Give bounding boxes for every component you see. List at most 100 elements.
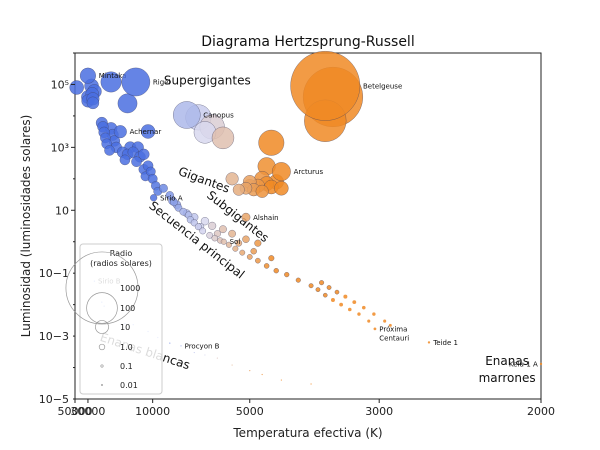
star-point <box>319 280 325 286</box>
star-point <box>140 124 156 139</box>
legend-marker <box>86 292 118 324</box>
y-tick-label: 10³ <box>51 141 69 154</box>
plot-frame <box>74 52 542 400</box>
star-point <box>268 255 275 262</box>
region-label: marrones <box>479 371 536 385</box>
legend-title: Radio (radios solares) <box>90 249 152 268</box>
legend-marker <box>65 251 139 325</box>
y-tick-label: 10⁵ <box>51 78 69 91</box>
named-star-point <box>290 50 361 121</box>
star-point <box>280 379 282 381</box>
star-label: Achernar <box>130 128 162 136</box>
star-label-line: Centauri <box>379 334 409 342</box>
legend-marker <box>101 384 103 386</box>
named-stars: Mintaka Rigel Betelgeuse Canopus Achernar Arc… <box>79 50 543 369</box>
star-point <box>169 198 178 207</box>
star-point <box>235 239 243 247</box>
star-label: Mintaka <box>99 72 127 80</box>
star-point <box>231 364 233 366</box>
named-star-point <box>220 238 227 245</box>
star-point <box>263 263 270 269</box>
star-label-line: Teide 1 <box>432 339 458 347</box>
star-label-line: Alshain <box>253 214 279 222</box>
x-tick-label: 3000 <box>365 405 393 418</box>
star-point <box>199 227 207 235</box>
y-tick-label: 10 <box>55 204 69 217</box>
legend-label: 1000 <box>120 284 140 293</box>
legend-title-line: Radio <box>110 249 133 258</box>
star-point <box>347 307 352 312</box>
star-point <box>232 245 239 252</box>
star-label: Rigel <box>153 79 171 87</box>
star-point <box>232 183 245 196</box>
named-star-point <box>180 345 182 347</box>
legend-marker <box>95 320 109 334</box>
chart-title: Diagrama Hertzsprung-Russell <box>201 34 414 50</box>
legend: Radio (radios solares) 1000 100 10 1.0 0.1 0.01 <box>65 243 163 395</box>
star-point <box>261 373 263 376</box>
star-point <box>242 235 250 243</box>
star-point <box>339 302 344 307</box>
star-point <box>100 71 122 93</box>
star-point <box>225 241 232 248</box>
region-label: Supergigantes <box>164 74 251 88</box>
region-label: Enanas <box>485 354 529 368</box>
x-axis-label: Temperatura efectiva (K) <box>232 426 382 440</box>
star-label: Alshain <box>253 214 279 222</box>
legend-label: 1.0 <box>120 343 133 352</box>
star-point <box>249 369 251 372</box>
named-star-point <box>427 341 431 344</box>
star-point <box>322 292 328 298</box>
legend-label: 0.01 <box>120 381 138 390</box>
region-label: Gigantes <box>177 164 232 195</box>
star-point <box>255 257 261 264</box>
star-point <box>193 351 195 354</box>
star-point <box>239 249 246 256</box>
star-point <box>194 223 202 231</box>
star-point <box>200 217 210 226</box>
star-point <box>315 287 321 293</box>
named-star-point <box>539 362 543 366</box>
star-label: Procyon B <box>185 342 220 350</box>
star-label-line: Mintaka <box>99 72 127 80</box>
star-label: Próxima Centauri <box>379 325 409 342</box>
legend-label: 10 <box>120 323 130 332</box>
star-label-line: Próxima <box>379 325 407 333</box>
star-point <box>211 234 218 242</box>
star-point <box>104 145 115 156</box>
star-point <box>119 154 131 166</box>
star-label-line: Betelgeuse <box>363 82 402 90</box>
star-point <box>86 96 100 110</box>
star-point <box>284 271 290 278</box>
y-axis-label: Luminosidad (luminosidades solares) <box>19 115 33 338</box>
star-label: Canopus <box>203 112 234 120</box>
x-tick-label: 10000 <box>135 405 170 418</box>
legend-label: 0.1 <box>120 362 133 371</box>
star-label: Arcturus <box>294 168 324 176</box>
star-point <box>334 289 340 295</box>
star-point <box>131 156 142 168</box>
y-tick-label: 10−1 <box>39 267 69 280</box>
star-label-line: Kelu-1 A <box>509 361 538 369</box>
named-star-point <box>241 212 251 222</box>
star-point <box>219 225 227 234</box>
star-label: Teide 1 <box>432 339 458 347</box>
star-point <box>388 323 392 327</box>
legend-title-line: (radios solares) <box>90 259 152 268</box>
star-point <box>326 285 332 290</box>
star-label: Sirio A <box>160 194 183 202</box>
named-star-point <box>172 101 201 129</box>
star-label-line: Canopus <box>203 112 234 120</box>
star-point <box>159 183 168 193</box>
star-label-line: Sirio A <box>160 194 183 202</box>
legend-marker <box>98 343 106 351</box>
star-point <box>69 80 84 95</box>
x-tick-label: 2000 <box>527 405 555 418</box>
x-tick-label: 5000 <box>236 405 264 418</box>
star-point <box>308 283 314 289</box>
star-point <box>216 357 218 359</box>
star-point <box>117 93 138 114</box>
star-point <box>204 354 206 356</box>
